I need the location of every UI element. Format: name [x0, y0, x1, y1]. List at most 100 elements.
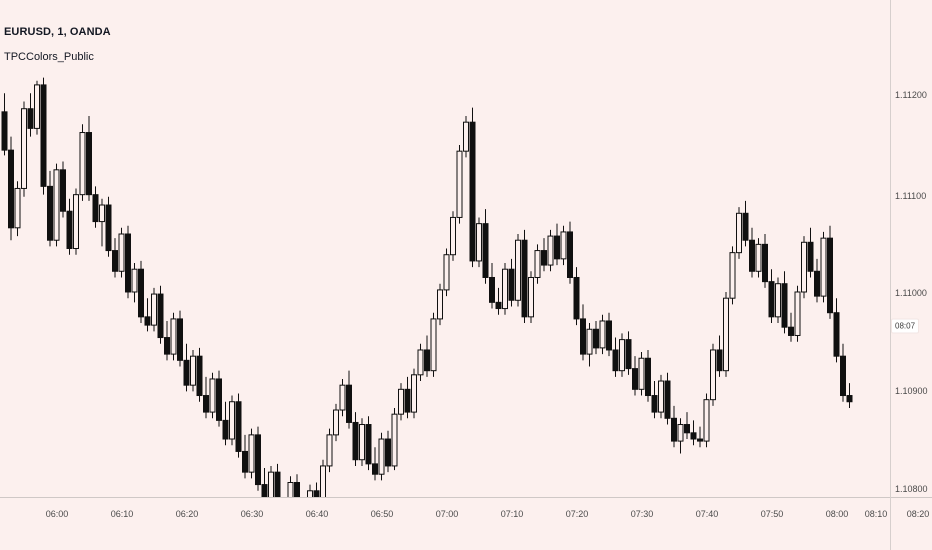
candle: [586, 323, 593, 367]
candle: [92, 186, 99, 228]
candle: [645, 349, 651, 402]
candle: [632, 356, 638, 396]
candle: [209, 372, 216, 419]
candle: [723, 291, 729, 377]
candle: [274, 463, 281, 497]
candle: [339, 378, 346, 417]
candle: [463, 115, 469, 158]
candle: [183, 343, 190, 392]
candle: [742, 200, 749, 247]
candle: [788, 312, 794, 342]
time-tick-5: 06:50: [370, 509, 394, 519]
candle: [541, 238, 547, 272]
price-tick-4: 1.10800: [895, 484, 928, 494]
candle: [476, 217, 482, 268]
candle: [404, 376, 411, 419]
axis-corner: [890, 497, 932, 550]
candle: [651, 381, 658, 419]
time-tick-10: 07:40: [695, 509, 719, 519]
time-tick-11: 07:50: [760, 509, 784, 519]
candle: [664, 372, 671, 425]
candlestick-plot-area[interactable]: [0, 0, 890, 497]
symbol-title[interactable]: EURUSD, 1, OANDA: [4, 26, 111, 38]
candle: [79, 124, 86, 201]
candle: [99, 198, 105, 247]
candle: [365, 416, 372, 471]
price-tick-2: 1.11000: [895, 288, 927, 298]
candle: [814, 258, 820, 303]
time-tick-12: 08:00: [825, 509, 849, 519]
candle: [86, 115, 92, 201]
candle: [846, 383, 853, 408]
candle: [775, 277, 781, 324]
candle: [833, 298, 840, 363]
candle: [684, 412, 690, 440]
time-tick-9: 07:30: [630, 509, 654, 519]
candle: [580, 304, 586, 361]
price-tick-3: 1.10900: [895, 386, 928, 396]
candle: [534, 244, 541, 284]
price-axis[interactable]: 1.11200 1.11100 1.11000 1.10900 1.10800 08:07: [890, 0, 932, 497]
candle: [313, 482, 320, 497]
candle: [255, 426, 261, 491]
candle: [190, 349, 196, 392]
candle: [320, 459, 326, 497]
candle: [424, 335, 430, 377]
candle: [807, 227, 814, 278]
candle: [196, 347, 203, 402]
candle: [34, 80, 40, 135]
candle: [261, 468, 268, 497]
candle: [385, 430, 391, 473]
candle: [391, 407, 398, 471]
candle: [372, 447, 378, 481]
candle: [359, 418, 365, 466]
candle: [716, 335, 723, 377]
candle: [1, 93, 8, 156]
candle: [21, 101, 27, 197]
candle: [450, 211, 456, 261]
time-axis[interactable]: 06:00 06:10 06:20 06:30 06:40 06:50 07:00 07:10…: [0, 497, 932, 550]
candle: [346, 370, 352, 429]
candlestick-series: [1, 77, 853, 497]
candle: [508, 258, 515, 307]
candle: [222, 401, 229, 446]
time-tick-4: 06:40: [305, 509, 329, 519]
candle: [554, 223, 560, 266]
time-tick-3: 06:30: [240, 509, 264, 519]
time-tick-13: 08:10: [864, 509, 888, 519]
candle: [138, 260, 144, 324]
candle: [60, 161, 66, 218]
candle: [456, 144, 463, 224]
candle: [229, 395, 235, 446]
price-tick-0: 1.11200: [895, 90, 927, 100]
candle: [612, 337, 619, 377]
candle: [248, 428, 255, 479]
candle: [619, 333, 625, 377]
candle: [66, 198, 73, 255]
time-tick-0: 06:00: [45, 509, 69, 519]
candle: [840, 343, 846, 402]
candle: [768, 269, 775, 324]
candle: [781, 271, 788, 334]
candle: [170, 312, 177, 361]
candle: [398, 383, 404, 421]
candle: [755, 238, 762, 278]
candle: [47, 170, 53, 247]
candle: [528, 271, 534, 324]
candle: [105, 196, 112, 257]
candle: [27, 93, 34, 137]
candle: [567, 221, 573, 284]
candle: [307, 484, 313, 497]
candle: [515, 234, 521, 307]
candle: [118, 227, 125, 278]
candle: [495, 287, 502, 315]
candle: [469, 107, 476, 268]
candle: [8, 136, 14, 241]
candle: [794, 285, 801, 342]
candle: [287, 476, 294, 497]
time-tick-8: 07:20: [565, 509, 589, 519]
time-tick-7: 07:10: [500, 509, 524, 519]
candle: [14, 181, 21, 237]
study-title[interactable]: TPCColors_Public: [4, 51, 94, 63]
candle: [827, 225, 833, 319]
